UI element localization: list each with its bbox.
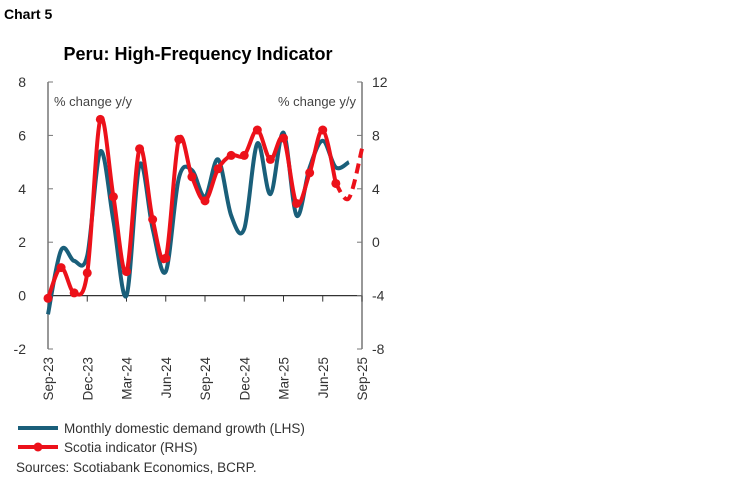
- scotia-point: [82, 268, 92, 278]
- scotia-point: [226, 150, 236, 160]
- scotia-point: [161, 253, 171, 263]
- chart-number-label: Chart 5: [4, 6, 53, 22]
- scotia-point: [200, 196, 210, 206]
- left-tick-label: -2: [14, 341, 27, 357]
- right-tick-label: 8: [372, 127, 380, 143]
- x-tick-label: Sep-25: [355, 357, 370, 401]
- x-tick-label: Jun-24: [159, 357, 174, 399]
- right-tick-label: 0: [372, 234, 380, 250]
- x-tick-label: Dec-23: [80, 357, 95, 401]
- scotia-point: [331, 178, 341, 188]
- scotia-point: [69, 288, 79, 298]
- right-tick-label: 12: [372, 74, 388, 90]
- scotia-point: [318, 125, 328, 135]
- left-tick-label: 6: [18, 127, 26, 143]
- scotia-point: [56, 263, 66, 273]
- left-axis-unit: % change y/y: [54, 94, 133, 109]
- scotia-point: [95, 114, 105, 124]
- left-tick-label: 8: [18, 74, 26, 90]
- left-tick-label: 0: [18, 288, 26, 304]
- chart-title: Peru: High-Frequency Indicator: [63, 44, 332, 64]
- scotia-point: [135, 144, 145, 154]
- x-tick-label: Dec-24: [237, 357, 252, 401]
- scotia-point: [187, 172, 197, 182]
- scotia-point: [305, 168, 315, 178]
- scotia-point: [252, 125, 262, 135]
- legend-label-scotia: Scotia indicator (RHS): [64, 440, 198, 455]
- x-tick-label: Sep-24: [198, 357, 213, 401]
- scotia-point: [148, 215, 158, 225]
- source-note: Sources: Scotiabank Economics, BCRP.: [16, 460, 257, 475]
- left-tick-label: 4: [18, 181, 26, 197]
- legend: Monthly domestic demand growth (LHS) Sco…: [18, 421, 305, 455]
- series-line-scotia-estimate: [334, 148, 364, 202]
- right-tick-label: -4: [372, 288, 385, 304]
- scotia-point: [239, 150, 249, 160]
- scotia-point: [213, 164, 223, 174]
- x-tick-label: Mar-25: [277, 357, 292, 400]
- right-axis-unit: % change y/y: [278, 94, 357, 109]
- scotia-point: [122, 267, 131, 277]
- x-tick-label: Jun-25: [316, 357, 331, 398]
- left-tick-label: 2: [18, 234, 26, 250]
- x-tick-label: Sep-23: [41, 357, 56, 401]
- scotia-point: [174, 134, 184, 144]
- legend-label-demand: Monthly domestic demand growth (LHS): [64, 421, 305, 436]
- right-tick-label: 4: [372, 181, 380, 197]
- scotia-point: [279, 133, 288, 143]
- scotia-point: [43, 293, 53, 303]
- right-tick-label: -8: [372, 341, 385, 357]
- x-tick-label: Mar-24: [120, 357, 135, 400]
- legend-marker-scotia: [33, 442, 43, 452]
- scotia-point: [292, 198, 302, 208]
- scotia-point: [108, 192, 118, 202]
- scotia-point: [265, 154, 275, 164]
